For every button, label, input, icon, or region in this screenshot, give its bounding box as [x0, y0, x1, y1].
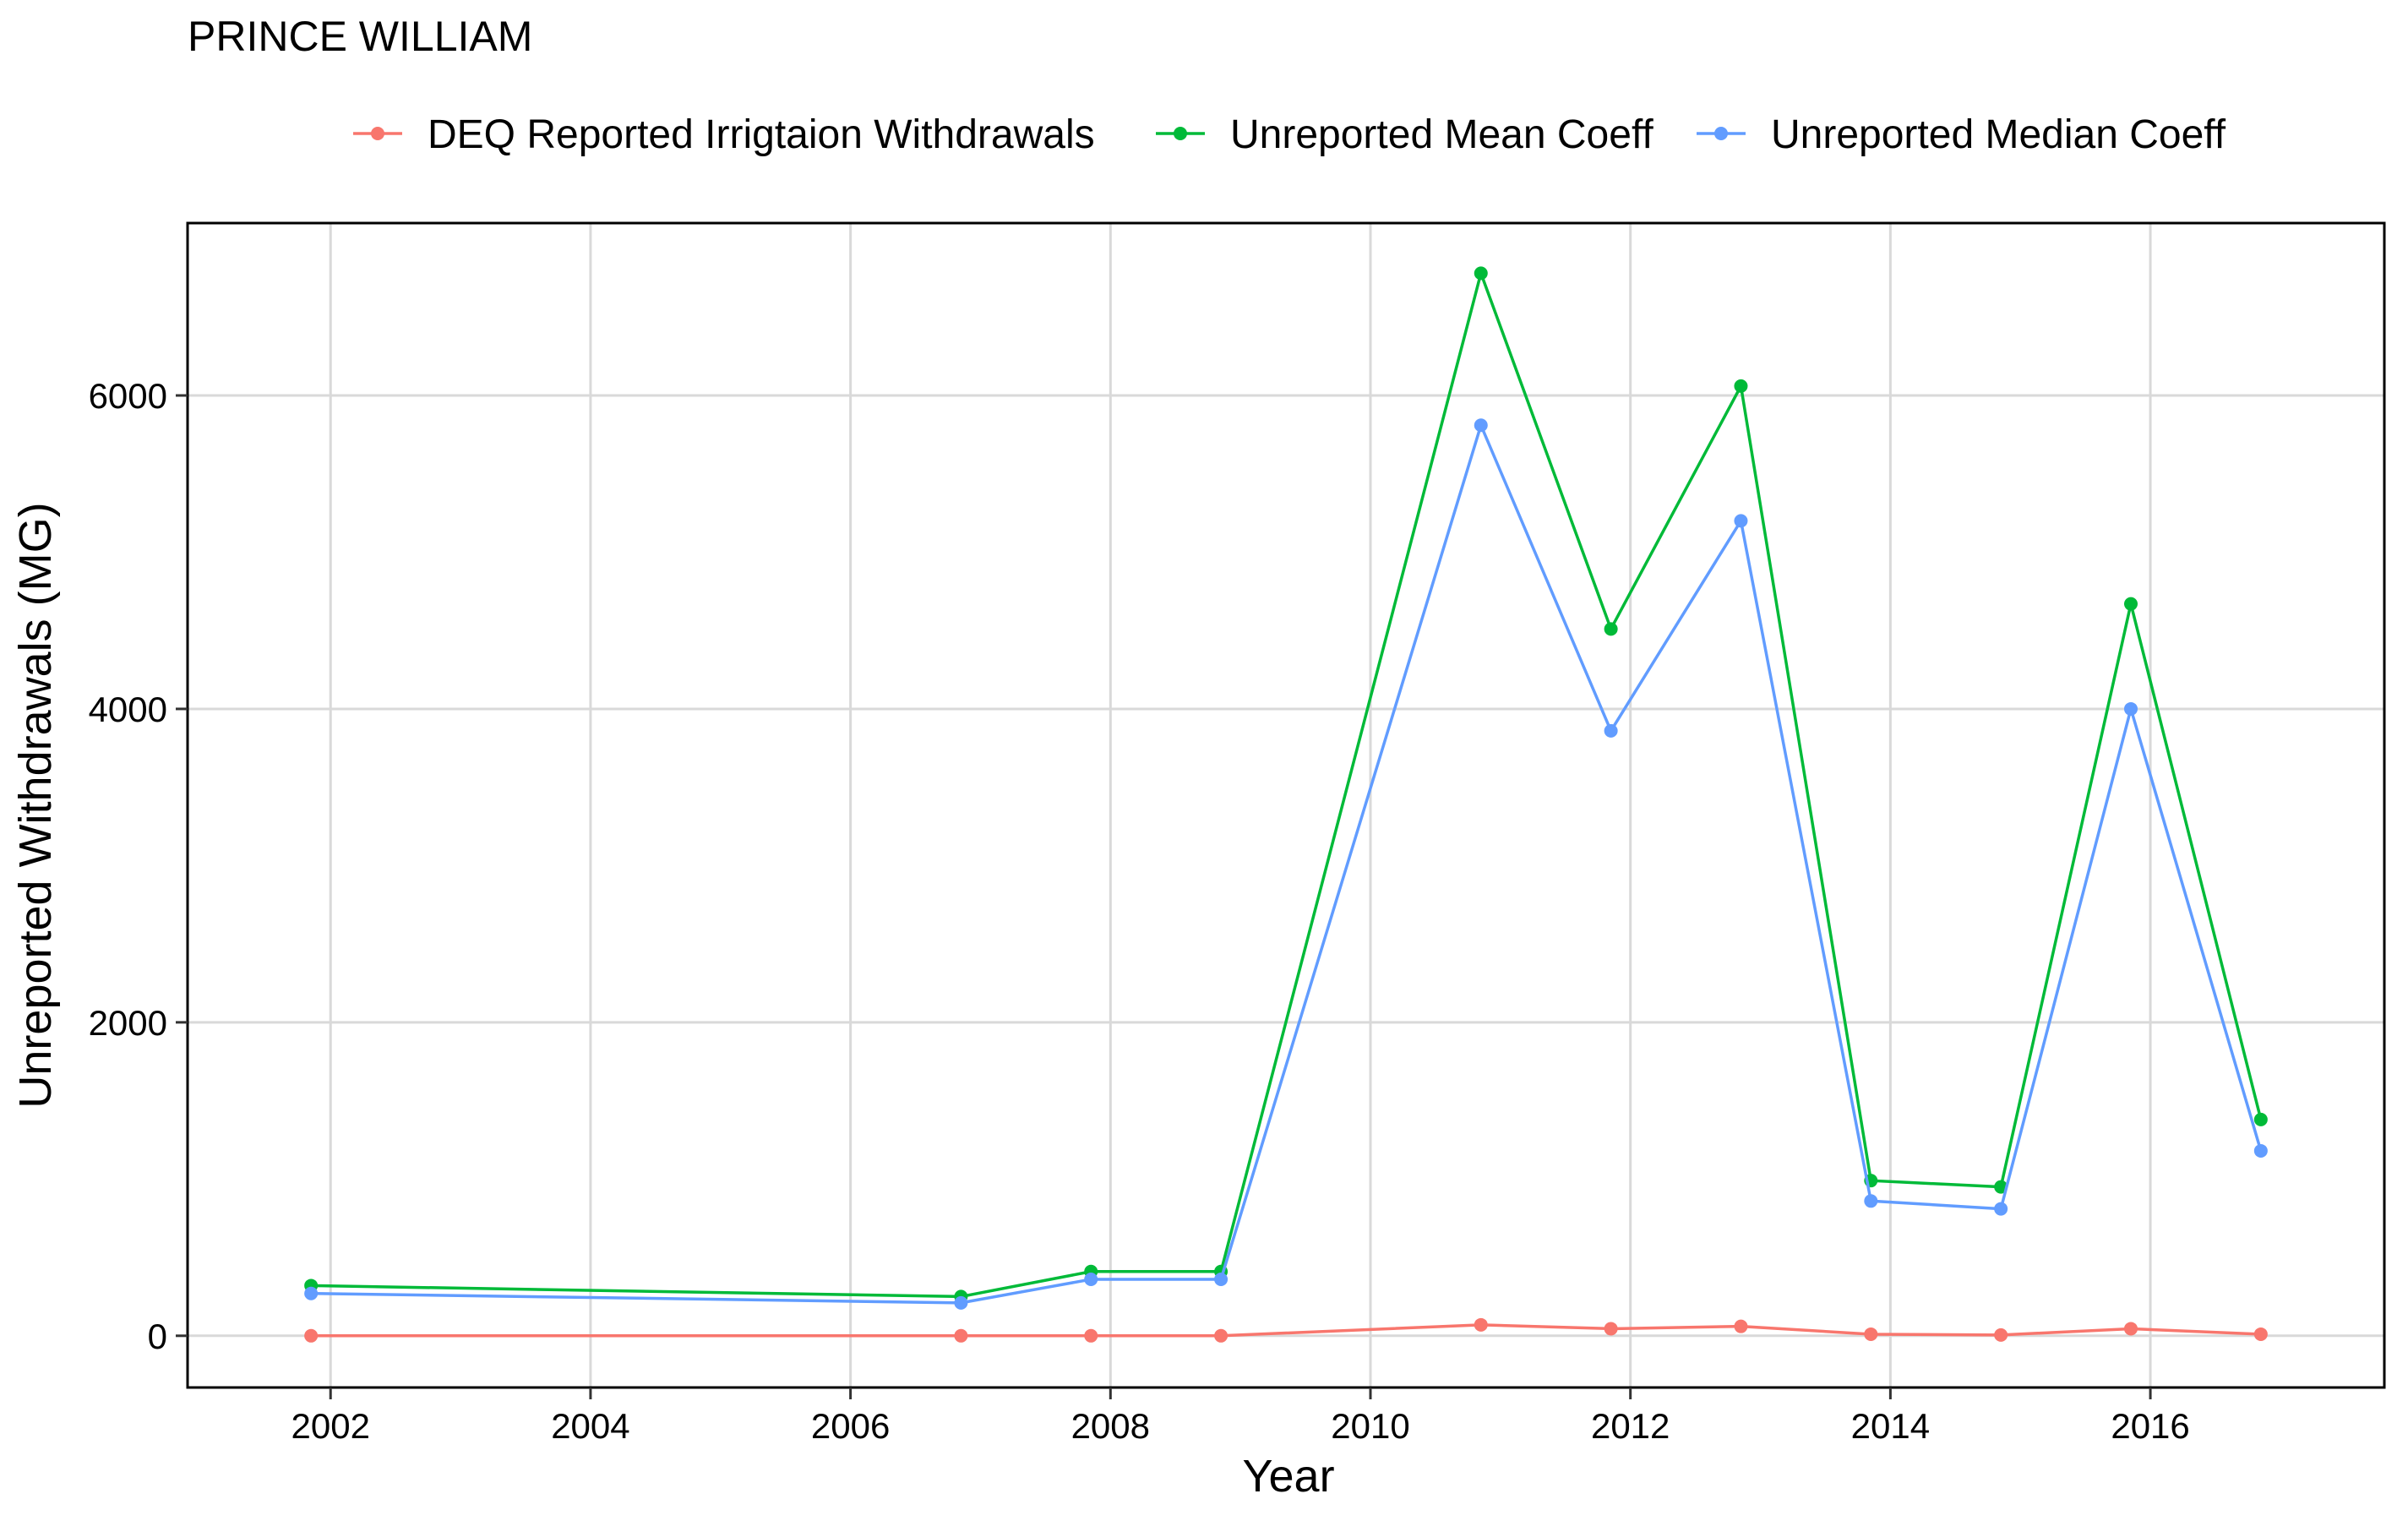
y-tick-label-4000: 4000: [89, 690, 167, 729]
series-3-point-1: [304, 1286, 319, 1300]
series-3-point-3: [1084, 1273, 1098, 1287]
x-tick-label-2014: 2014: [1851, 1406, 1930, 1446]
series-2-point-6: [1604, 622, 1618, 636]
x-tick-label-2006: 2006: [811, 1406, 890, 1446]
series-2-point-5: [1474, 266, 1488, 281]
plot-background: [188, 223, 2384, 1387]
chart-title: PRINCE WILLIAM: [188, 13, 532, 60]
series-layer: [304, 266, 2268, 1343]
y-tick-label-6000: 6000: [89, 376, 167, 416]
series-1-point-9: [1994, 1327, 2008, 1342]
series-1-point-5: [1474, 1317, 1488, 1332]
x-tick-label-2002: 2002: [291, 1406, 370, 1446]
x-axis-title: Year: [1242, 1451, 1334, 1502]
y-tick-label-0: 0: [148, 1317, 167, 1356]
y-tick-label-2000: 2000: [89, 1003, 167, 1043]
series-1-point-2: [954, 1328, 968, 1343]
series-1-point-10: [2124, 1322, 2138, 1336]
legend: DEQ Reported Irrigtaion Withdrawals Unrep…: [353, 112, 2226, 157]
series-2-point-10: [2124, 597, 2138, 611]
y-axis-ticks: 0 2000 4000 6000: [89, 376, 188, 1356]
x-tick-label-2016: 2016: [2111, 1406, 2189, 1446]
series-3-point-2: [954, 1295, 968, 1310]
x-tick-label-2010: 2010: [1331, 1406, 1409, 1446]
legend-key-point-2: [1174, 127, 1187, 140]
series-1-point-6: [1604, 1322, 1618, 1336]
y-axis-title: Unreported Withdrawals (MG): [10, 502, 61, 1108]
series-3-point-11: [2253, 1143, 2268, 1158]
x-tick-label-2004: 2004: [551, 1406, 629, 1446]
x-axis-ticks: 2002 2004 2006 2008 2010 2012 2014 2016: [291, 1387, 2190, 1446]
series-1-point-7: [1734, 1319, 1748, 1333]
series-3-point-8: [1864, 1194, 1878, 1208]
legend-label-2: Unreported Mean Coeff: [1230, 112, 1653, 157]
series-1-point-8: [1864, 1327, 1878, 1341]
series-2-point-7: [1734, 379, 1748, 393]
series-2: [304, 266, 2268, 1304]
series-3-point-9: [1994, 1202, 2008, 1216]
legend-label-3: Unreported Median Coeff: [1771, 112, 2226, 157]
series-1-point-4: [1214, 1328, 1229, 1343]
legend-key-point-3: [1714, 127, 1728, 140]
series-2-point-11: [2253, 1112, 2268, 1126]
plot-border: [186, 221, 2386, 1389]
series-1-point-11: [2253, 1327, 2268, 1341]
x-tick-label-2008: 2008: [1071, 1406, 1150, 1446]
series-1-point-3: [1084, 1328, 1098, 1343]
legend-label-1: DEQ Reported Irrigtaion Withdrawals: [428, 112, 1095, 157]
series-3-point-10: [2124, 701, 2138, 716]
series-1-point-1: [304, 1328, 319, 1343]
series-3: [304, 418, 2268, 1310]
series-3-point-7: [1734, 514, 1748, 528]
x-tick-label-2012: 2012: [1591, 1406, 1670, 1446]
series-3-point-4: [1214, 1273, 1229, 1287]
series-3-point-6: [1604, 723, 1618, 738]
legend-key-point-1: [371, 127, 384, 140]
series-1: [304, 1317, 2268, 1343]
series-3-point-5: [1474, 418, 1488, 433]
